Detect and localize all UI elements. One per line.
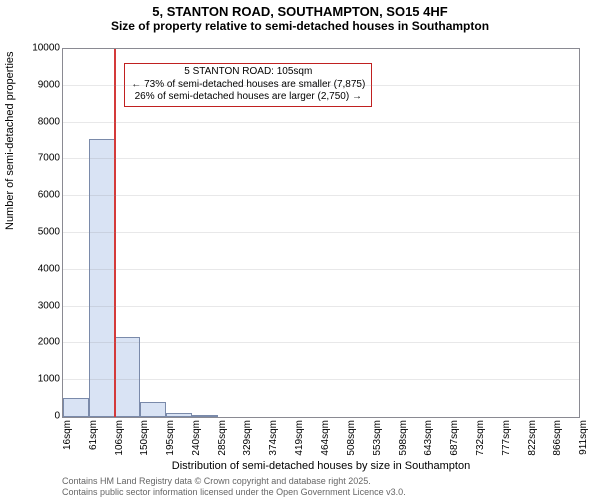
x-tick-label: 150sqm [139, 420, 150, 460]
x-tick-label: 822sqm [527, 420, 538, 460]
y-tick-label: 9000 [20, 79, 60, 90]
y-tick-label: 8000 [20, 116, 60, 127]
histogram-bar [89, 139, 115, 417]
gridline [62, 85, 580, 86]
x-tick-label: 553sqm [372, 420, 383, 460]
y-tick-label: 4000 [20, 263, 60, 274]
gridline [62, 342, 580, 343]
x-tick-label: 329sqm [242, 420, 253, 460]
gridline [62, 195, 580, 196]
y-tick-label: 2000 [20, 337, 60, 348]
x-tick-label: 16sqm [62, 420, 73, 460]
y-axis-label: Number of semi-detached properties [4, 51, 16, 230]
x-tick-label: 240sqm [191, 420, 202, 460]
y-tick-label: 1000 [20, 374, 60, 385]
x-tick-label: 598sqm [398, 420, 409, 460]
y-tick-label: 7000 [20, 153, 60, 164]
x-tick-label: 195sqm [165, 420, 176, 460]
footer-attribution: Contains HM Land Registry data © Crown c… [62, 476, 406, 498]
gridline [62, 306, 580, 307]
chart-plot-area: 5 STANTON ROAD: 105sqm← 73% of semi-deta… [62, 48, 580, 418]
footer-line2: Contains public sector information licen… [62, 487, 406, 498]
title-line2: Size of property relative to semi-detach… [0, 19, 600, 33]
x-tick-label: 911sqm [578, 420, 589, 460]
x-tick-label: 777sqm [501, 420, 512, 460]
y-tick-label: 0 [20, 411, 60, 422]
gridline [62, 269, 580, 270]
title-line1: 5, STANTON ROAD, SOUTHAMPTON, SO15 4HF [0, 4, 600, 19]
x-tick-label: 866sqm [552, 420, 563, 460]
gridline [62, 232, 580, 233]
gridline [62, 158, 580, 159]
histogram-bar [115, 337, 140, 417]
chart-title-block: 5, STANTON ROAD, SOUTHAMPTON, SO15 4HF S… [0, 0, 600, 33]
histogram-bar [63, 398, 89, 417]
x-tick-label: 508sqm [346, 420, 357, 460]
x-tick-label: 464sqm [320, 420, 331, 460]
histogram-bar [166, 413, 192, 417]
gridline [62, 379, 580, 380]
y-tick-label: 5000 [20, 227, 60, 238]
x-tick-label: 419sqm [294, 420, 305, 460]
footer-line1: Contains HM Land Registry data © Crown c… [62, 476, 406, 487]
x-tick-label: 106sqm [114, 420, 125, 460]
x-tick-label: 643sqm [423, 420, 434, 460]
x-tick-label: 687sqm [449, 420, 460, 460]
histogram-bar [192, 415, 218, 417]
x-tick-label: 285sqm [217, 420, 228, 460]
annotation-line3: 26% of semi-detached houses are larger (… [131, 91, 365, 104]
x-tick-label: 374sqm [268, 420, 279, 460]
annotation-line1: 5 STANTON ROAD: 105sqm [131, 66, 365, 79]
gridline [62, 122, 580, 123]
x-axis-label: Distribution of semi-detached houses by … [62, 460, 580, 472]
property-size-marker [114, 49, 116, 417]
y-tick-label: 3000 [20, 300, 60, 311]
y-tick-label: 6000 [20, 190, 60, 201]
histogram-bar [140, 402, 166, 417]
x-tick-label: 61sqm [88, 420, 99, 460]
y-tick-label: 10000 [20, 43, 60, 54]
x-tick-label: 732sqm [475, 420, 486, 460]
